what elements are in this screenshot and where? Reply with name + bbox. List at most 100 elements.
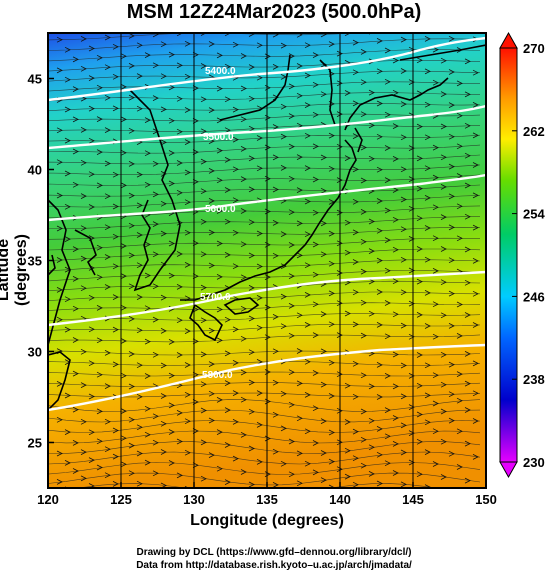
wind-arrow	[440, 91, 447, 97]
wind-arrow	[320, 311, 327, 317]
wind-arrow	[232, 326, 239, 333]
wind-arrow	[408, 459, 415, 466]
wind-arrow	[160, 420, 167, 427]
wind-arrow	[104, 94, 111, 101]
wind-arrow	[376, 38, 383, 44]
wind-arrow	[392, 246, 399, 253]
wind-arrow	[88, 393, 95, 400]
wind-arrow	[272, 186, 279, 193]
wind-arrow	[296, 415, 303, 422]
wind-arrow	[424, 134, 431, 141]
wind-arrow	[352, 100, 359, 107]
wind-arrow	[360, 268, 367, 275]
wind-arrow	[248, 219, 255, 226]
wind-arrow	[248, 252, 255, 259]
wind-arrow	[256, 230, 263, 237]
streamline	[48, 174, 481, 186]
wind-arrow	[216, 240, 223, 247]
wind-arrow	[416, 278, 423, 285]
wind-arrow	[128, 442, 135, 449]
wind-arrow	[288, 83, 295, 90]
wind-arrow	[80, 127, 87, 133]
wind-arrow	[104, 160, 111, 167]
wind-arrow	[440, 123, 447, 130]
wind-arrow	[320, 91, 327, 98]
wind-arrow	[392, 278, 399, 285]
wind-arrow	[88, 105, 95, 112]
x-tick-label: 135	[256, 492, 278, 507]
streamline	[48, 81, 481, 92]
wind-arrow	[224, 350, 231, 357]
streamline	[77, 483, 438, 488]
wind-arrow	[200, 158, 207, 165]
wind-arrow	[200, 251, 207, 258]
wind-arrow	[272, 411, 279, 418]
wind-arrow	[200, 475, 207, 482]
wind-arrow	[400, 422, 407, 429]
wind-arrow	[280, 390, 287, 397]
wind-arrow	[112, 233, 119, 240]
wind-arrow	[144, 373, 151, 379]
wind-arrow	[312, 440, 319, 446]
wind-arrow	[56, 36, 63, 43]
wind-arrow	[248, 315, 255, 322]
wind-arrow	[305, 489, 310, 494]
wind-arrow	[144, 272, 151, 279]
wind-arrow	[200, 351, 207, 358]
wind-arrow	[128, 94, 135, 101]
wind-arrow	[448, 193, 455, 200]
wind-arrow	[200, 188, 207, 195]
wind-arrow	[448, 417, 455, 424]
wind-arrow	[248, 379, 255, 386]
wind-arrow	[336, 439, 343, 446]
wind-arrow	[64, 106, 71, 113]
colorbar-tick-label: 230	[523, 455, 545, 470]
wind-arrow	[441, 26, 446, 31]
wind-arrow	[328, 429, 335, 436]
wind-arrow	[88, 429, 95, 436]
wind-arrow	[184, 139, 191, 145]
wind-arrow	[120, 408, 127, 414]
wind-arrow	[144, 150, 151, 157]
wind-arrow	[112, 481, 119, 487]
wind-arrow	[240, 116, 247, 123]
wind-arrow	[312, 301, 319, 308]
wind-arrow	[104, 193, 111, 200]
wind-arrow	[96, 274, 103, 281]
wind-arrow	[104, 127, 111, 133]
x-axis-ticks: 120 125 130 135 140 145 150	[37, 482, 497, 507]
wind-arrow	[144, 338, 151, 345]
wind-arrow	[416, 155, 423, 162]
wind-arrow	[472, 224, 479, 231]
wind-arrow	[432, 400, 439, 407]
wind-arrow	[136, 73, 143, 79]
wind-arrow	[80, 449, 87, 455]
wind-arrow	[416, 246, 423, 252]
wind-arrow	[296, 348, 303, 354]
colorbar-tick-label: 262	[523, 124, 545, 139]
map-title: MSM 12Z24Mar2023 (500.0hPa)	[126, 1, 422, 23]
wind-arrow	[376, 257, 383, 264]
wind-arrow	[448, 290, 455, 297]
wind-arrow	[472, 360, 479, 367]
wind-arrow	[304, 322, 311, 328]
streamline	[48, 399, 481, 412]
y-tick-label: 30	[28, 345, 42, 360]
wind-arrow	[288, 438, 295, 445]
wind-arrow	[209, 490, 214, 495]
wind-arrow	[80, 255, 87, 262]
wind-arrow	[80, 36, 87, 42]
wind-arrow	[328, 290, 335, 297]
height-contours	[48, 36, 486, 412]
wind-arrow	[384, 237, 391, 243]
wind-arrow	[200, 33, 207, 36]
wind-arrow	[400, 196, 407, 203]
wind-arrow	[440, 214, 447, 220]
wind-arrow	[72, 56, 79, 63]
streamline	[48, 205, 481, 218]
wind-arrow	[56, 416, 63, 423]
x-axis-label: Longitude (degrees)	[190, 512, 344, 529]
wind-arrow	[128, 161, 135, 167]
wind-arrow	[312, 271, 319, 278]
streamline	[48, 216, 480, 229]
